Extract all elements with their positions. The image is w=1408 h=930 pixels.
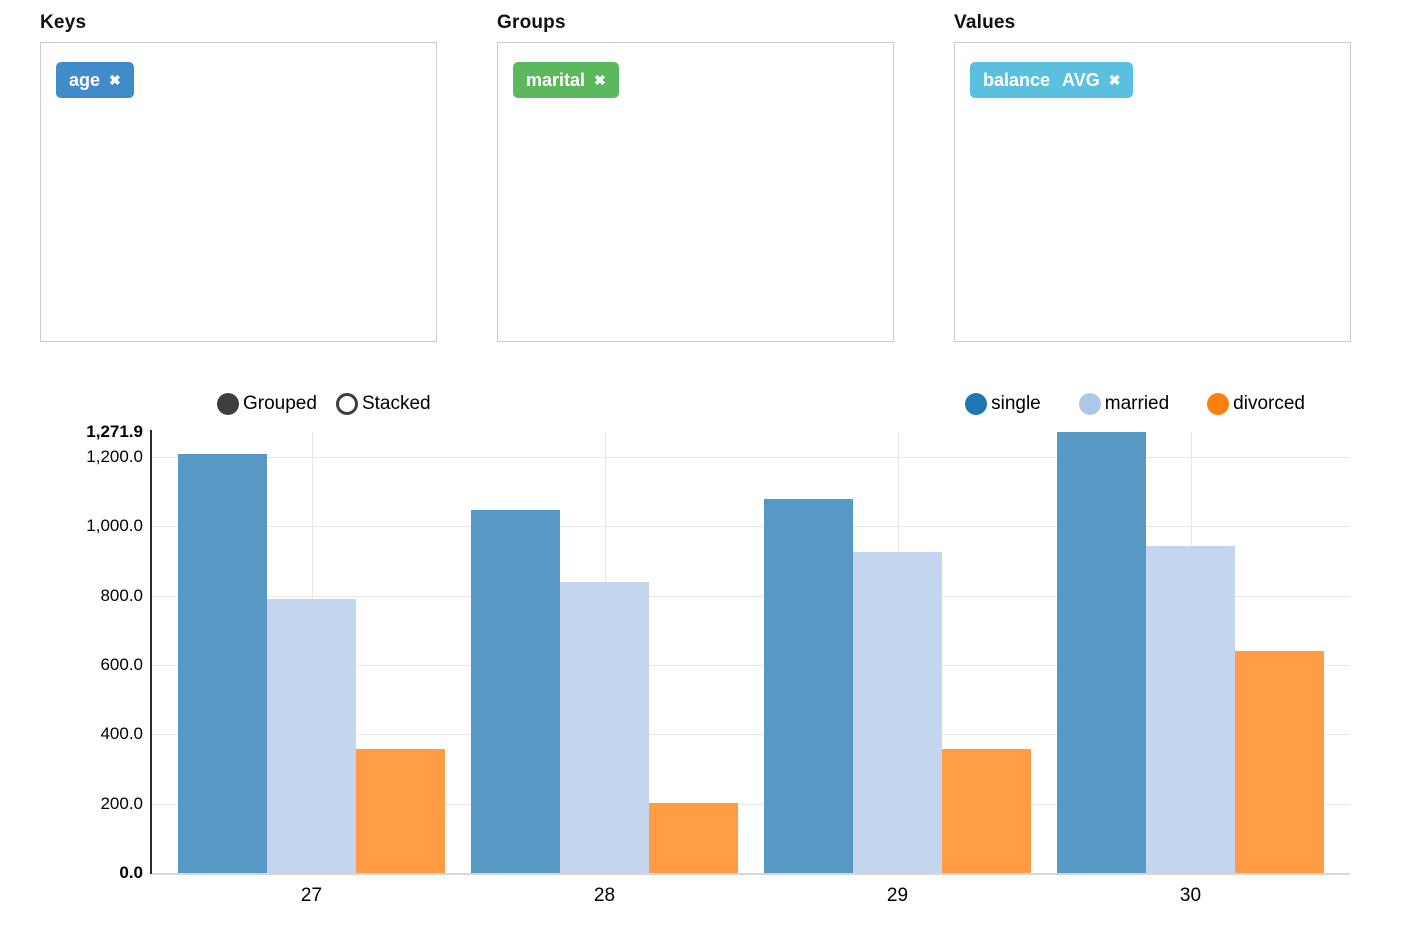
bar-married-27[interactable] xyxy=(267,598,356,873)
gridline-horizontal xyxy=(152,734,1350,736)
bar-single-27[interactable] xyxy=(178,453,267,873)
legend-item-married[interactable]: married xyxy=(1078,393,1170,415)
x-tick-label: 30 xyxy=(1179,885,1202,906)
gridline-horizontal xyxy=(152,456,1350,458)
bar-divorced-27[interactable] xyxy=(356,749,445,873)
y-tick-label: 1,200.0 xyxy=(86,446,143,466)
keys-panel-title: Keys xyxy=(40,12,87,33)
radio-circle-icon xyxy=(335,393,358,415)
y-tick-label: 800.0 xyxy=(100,585,143,605)
legend-swatch-icon xyxy=(965,393,988,415)
groups-panel: Groups marital ✖ xyxy=(497,12,894,342)
field-tag-age[interactable]: age ✖ xyxy=(56,62,134,98)
y-axis-line xyxy=(150,430,152,874)
bar-married-29[interactable] xyxy=(853,552,942,873)
bar-married-30[interactable] xyxy=(1146,546,1235,873)
y-tick-label: 1,000.0 xyxy=(86,516,143,536)
bar-divorced-29[interactable] xyxy=(942,749,1031,873)
legend-item-single[interactable]: single xyxy=(965,393,1041,415)
legend-item-divorced[interactable]: divorced xyxy=(1207,393,1305,415)
gridline-horizontal xyxy=(152,803,1350,805)
y-tick-label: 600.0 xyxy=(100,654,143,674)
bar-single-29[interactable] xyxy=(764,499,853,873)
control-label: Grouped xyxy=(243,393,317,414)
legend-label: single xyxy=(991,393,1041,414)
bar-chart: Grouped Stacked single married divorced 27 2… xyxy=(0,362,1408,930)
gridline-horizontal xyxy=(152,526,1350,528)
tag-label: marital xyxy=(526,70,586,90)
chart-legend: single married divorced xyxy=(965,393,1305,415)
radio-circle-icon xyxy=(217,393,239,415)
field-tag-marital[interactable]: marital ✖ xyxy=(513,62,619,98)
legend-swatch-icon xyxy=(1207,393,1230,415)
y-tick-label: 200.0 xyxy=(100,793,143,813)
field-tag-balance[interactable]: balance AVG ✖ xyxy=(970,62,1134,98)
groups-panel-title: Groups xyxy=(497,12,566,33)
groups-dropzone[interactable]: marital ✖ xyxy=(497,42,894,342)
remove-tag-icon[interactable]: ✖ xyxy=(109,72,121,88)
control-grouped[interactable]: Grouped xyxy=(217,393,317,415)
gridline-horizontal xyxy=(152,595,1350,597)
bar-single-30[interactable] xyxy=(1057,432,1146,873)
y-tick-label: 0.0 xyxy=(119,863,143,882)
control-label: Stacked xyxy=(361,393,431,414)
chart-mode-controls: Grouped Stacked xyxy=(217,393,431,415)
bar-divorced-30[interactable] xyxy=(1235,650,1324,873)
y-tick-label: 400.0 xyxy=(100,724,143,744)
remove-tag-icon[interactable]: ✖ xyxy=(1108,72,1121,88)
tag-label: age xyxy=(69,70,101,90)
keys-panel: Keys age ✖ xyxy=(40,12,437,342)
legend-swatch-icon xyxy=(1078,393,1101,415)
x-tick-label: 29 xyxy=(886,885,909,906)
legend-label: divorced xyxy=(1233,393,1305,414)
bar-divorced-28[interactable] xyxy=(649,802,738,873)
x-tick-label: 27 xyxy=(300,885,323,906)
bar-married-28[interactable] xyxy=(560,582,649,873)
values-dropzone[interactable]: balance AVG ✖ xyxy=(954,42,1351,342)
values-panel-title: Values xyxy=(954,12,1016,33)
y-axis-max-label: 1,271.9 xyxy=(86,422,143,441)
tag-aggregation: AVG xyxy=(1062,70,1100,90)
remove-tag-icon[interactable]: ✖ xyxy=(594,72,606,88)
legend-label: married xyxy=(1104,393,1170,414)
bar-single-28[interactable] xyxy=(471,509,560,873)
gridline-horizontal xyxy=(152,664,1350,666)
field-panels-row: Keys age ✖ Groups marital ✖ Values balance… xyxy=(40,12,1351,342)
control-stacked[interactable]: Stacked xyxy=(335,393,431,415)
keys-dropzone[interactable]: age ✖ xyxy=(40,42,437,342)
x-tick-label: 28 xyxy=(593,885,616,906)
x-axis-line xyxy=(152,873,1350,875)
values-panel: Values balance AVG ✖ xyxy=(954,12,1351,342)
plot-area xyxy=(152,432,1350,873)
tag-label: balance xyxy=(983,70,1051,90)
